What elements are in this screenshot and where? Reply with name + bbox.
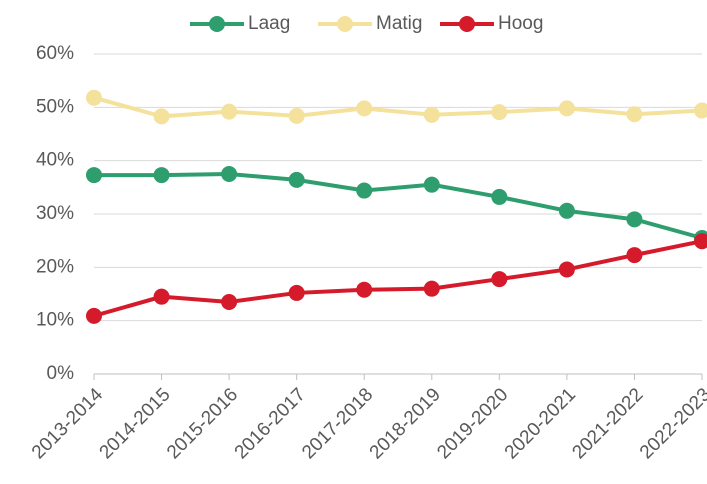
series-marker	[423, 280, 440, 297]
legend-label: Laag	[248, 13, 290, 34]
series-marker	[558, 100, 575, 117]
series-marker	[491, 104, 508, 121]
series-marker	[86, 89, 102, 106]
series-marker	[221, 166, 238, 182]
y-tick-label: 40%	[36, 150, 74, 171]
series-marker	[86, 167, 102, 184]
series-marker	[356, 281, 373, 298]
series-marker	[288, 107, 305, 124]
legend-marker	[459, 16, 475, 32]
y-tick-label: 60%	[36, 43, 74, 64]
series-marker	[491, 188, 508, 205]
series-marker	[221, 103, 238, 120]
series-marker	[423, 176, 440, 193]
y-tick-label: 50%	[36, 96, 74, 117]
y-tick-label: 20%	[36, 256, 74, 277]
x-tick-label: 2016-2017	[231, 384, 310, 463]
legend-label: Matig	[376, 13, 422, 34]
series-marker	[356, 100, 373, 117]
x-tick-label: 2022-2023	[636, 384, 707, 463]
legend-marker	[209, 16, 225, 32]
y-tick-label: 10%	[36, 310, 74, 331]
series-marker	[558, 261, 575, 278]
series-marker	[694, 102, 707, 119]
series-marker	[491, 271, 508, 288]
series-marker	[356, 182, 373, 199]
x-tick-label: 2019-2020	[433, 384, 512, 463]
series-marker	[153, 167, 170, 184]
series-marker	[626, 106, 643, 123]
series-marker	[694, 233, 707, 250]
series-marker	[423, 106, 440, 123]
x-tick-label: 2018-2019	[366, 384, 445, 463]
series-line	[93, 95, 703, 119]
series-marker	[288, 284, 305, 301]
y-tick-label: 0%	[47, 363, 75, 384]
legend-marker	[337, 16, 353, 32]
legend-label: Hoog	[498, 13, 543, 34]
series-marker	[221, 294, 238, 310]
series-marker	[626, 247, 643, 264]
x-tick-label: 2020-2021	[501, 384, 580, 463]
series-marker	[288, 171, 305, 188]
x-tick-label: 2013-2014	[28, 384, 107, 463]
series-marker	[558, 202, 575, 219]
y-tick-label: 30%	[36, 203, 74, 224]
series-marker	[153, 108, 170, 125]
x-tick-label: 2021-2022	[568, 384, 647, 463]
x-tick-label: 2015-2016	[163, 384, 242, 463]
x-tick-label: 2017-2018	[298, 384, 377, 463]
series-line	[94, 171, 703, 240]
series-marker	[86, 307, 102, 324]
series-marker	[153, 288, 170, 305]
series-line	[93, 239, 703, 318]
x-tick-label: 2014-2015	[96, 384, 175, 463]
series-marker	[626, 211, 643, 228]
